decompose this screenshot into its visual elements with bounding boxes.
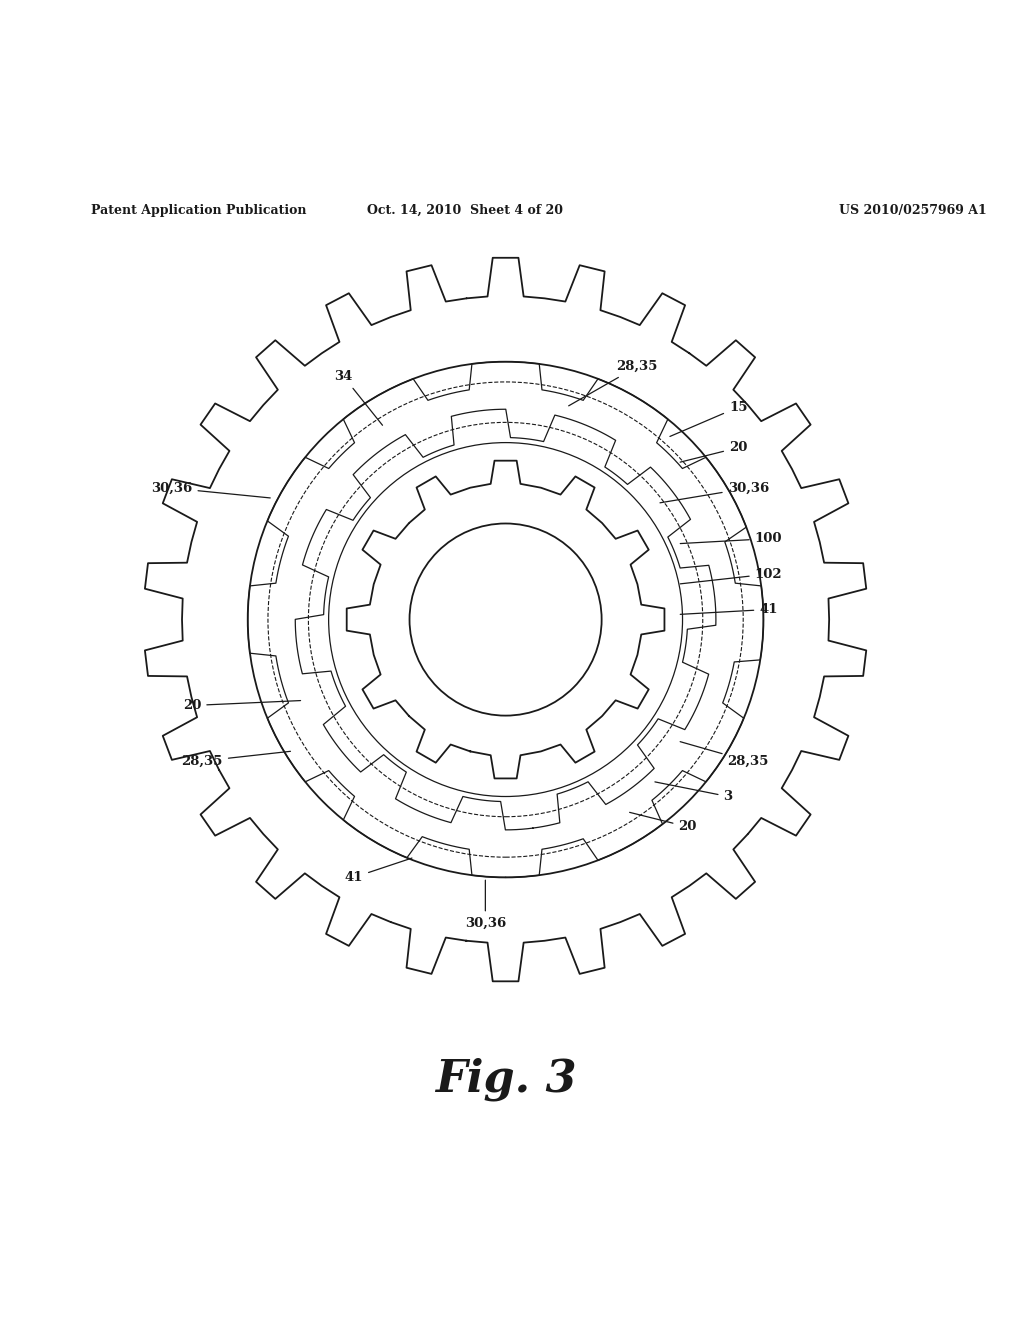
Text: Fig. 3: Fig. 3	[435, 1057, 577, 1101]
Text: 28,35: 28,35	[680, 742, 769, 768]
Text: 28,35: 28,35	[568, 360, 657, 405]
Text: US 2010/0257969 A1: US 2010/0257969 A1	[840, 203, 987, 216]
Text: 34: 34	[335, 371, 383, 425]
Text: 30,36: 30,36	[660, 482, 769, 503]
Text: 102: 102	[680, 568, 782, 583]
Text: 100: 100	[680, 532, 782, 545]
Text: 20: 20	[183, 700, 301, 711]
Text: 15: 15	[670, 401, 748, 437]
Text: 20: 20	[630, 812, 696, 833]
Text: 3: 3	[655, 781, 732, 803]
Text: 30,36: 30,36	[465, 880, 506, 929]
Text: Patent Application Publication: Patent Application Publication	[91, 203, 306, 216]
Text: Oct. 14, 2010  Sheet 4 of 20: Oct. 14, 2010 Sheet 4 of 20	[368, 203, 563, 216]
Text: 30,36: 30,36	[152, 482, 270, 498]
Text: 41: 41	[345, 858, 412, 884]
Text: 20: 20	[680, 441, 748, 462]
Text: 41: 41	[680, 603, 778, 616]
Text: 28,35: 28,35	[181, 751, 291, 768]
